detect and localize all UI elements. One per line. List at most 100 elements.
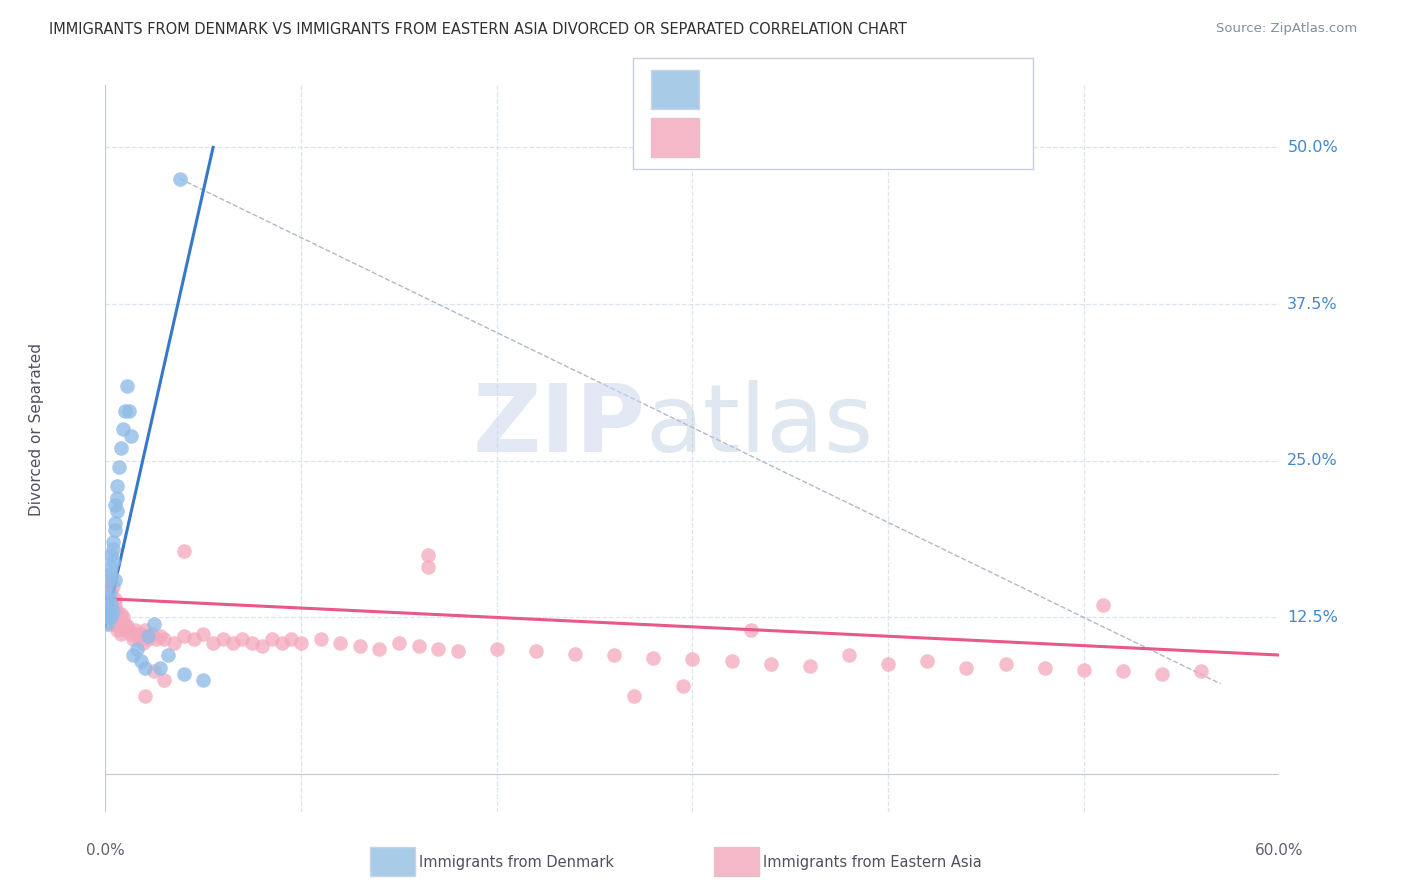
Point — [564, 647, 586, 661]
Text: -0.265: -0.265 — [752, 126, 811, 144]
Point — [157, 648, 180, 662]
Text: Immigrants from Denmark: Immigrants from Denmark — [419, 855, 614, 870]
Point — [759, 657, 782, 671]
Point — [131, 635, 153, 649]
Point — [105, 610, 128, 624]
Point — [105, 604, 128, 618]
Point — [153, 632, 176, 646]
Point — [720, 654, 742, 668]
Text: N =: N = — [815, 126, 852, 144]
Point — [418, 548, 440, 562]
Text: R =: R = — [710, 126, 747, 144]
Point — [96, 604, 118, 618]
Point — [138, 629, 160, 643]
Point — [128, 632, 150, 646]
Point — [103, 535, 125, 549]
Point — [280, 632, 302, 646]
Point — [349, 640, 371, 654]
Point — [98, 582, 121, 596]
Point — [114, 403, 136, 417]
Point — [105, 623, 128, 637]
Point — [115, 378, 138, 392]
Point — [1189, 665, 1212, 679]
Point — [100, 598, 122, 612]
Point — [98, 604, 121, 618]
Point — [524, 644, 547, 658]
Point — [250, 640, 273, 654]
Point — [129, 626, 152, 640]
Point — [96, 573, 118, 587]
Point — [447, 644, 470, 658]
Text: atlas: atlas — [645, 380, 873, 473]
Point — [100, 566, 122, 581]
Point — [100, 610, 122, 624]
Text: 25.0%: 25.0% — [1288, 453, 1339, 468]
Point — [105, 491, 128, 506]
Point — [163, 635, 186, 649]
Point — [110, 442, 132, 456]
Text: Immigrants from Eastern Asia: Immigrants from Eastern Asia — [763, 855, 983, 870]
Point — [143, 665, 166, 679]
Text: R =: R = — [710, 78, 747, 95]
Point — [153, 673, 176, 687]
Point — [485, 641, 508, 656]
Point — [125, 641, 148, 656]
Text: 0.0%: 0.0% — [86, 843, 125, 858]
Point — [98, 573, 121, 587]
Point — [877, 657, 900, 671]
Point — [120, 626, 142, 640]
Point — [134, 623, 156, 637]
Point — [103, 541, 125, 556]
Point — [100, 560, 122, 574]
Point — [112, 610, 135, 624]
Point — [100, 585, 122, 599]
Point — [104, 598, 127, 612]
Point — [129, 654, 152, 668]
Point — [98, 591, 121, 606]
Point — [108, 614, 131, 628]
Point — [418, 560, 440, 574]
Point — [98, 585, 121, 599]
Point — [240, 635, 263, 649]
Point — [740, 623, 762, 637]
Text: Source: ZipAtlas.com: Source: ZipAtlas.com — [1216, 22, 1357, 36]
Point — [408, 640, 430, 654]
Point — [270, 635, 292, 649]
Point — [112, 422, 135, 436]
Point — [143, 616, 166, 631]
Point — [1152, 666, 1174, 681]
Point — [108, 460, 131, 475]
Text: Divorced or Separated: Divorced or Separated — [30, 343, 45, 516]
Point — [114, 623, 136, 637]
Point — [103, 554, 125, 568]
Point — [100, 548, 122, 562]
Point — [231, 632, 253, 646]
Text: 93: 93 — [858, 126, 882, 144]
Point — [799, 659, 821, 673]
Point — [603, 648, 626, 662]
Point — [98, 598, 121, 612]
Point — [100, 610, 122, 624]
Point — [104, 516, 127, 531]
Point — [202, 635, 225, 649]
Text: ZIP: ZIP — [472, 380, 645, 473]
Point — [112, 619, 135, 633]
Point — [96, 610, 118, 624]
Point — [141, 626, 163, 640]
Point — [104, 591, 127, 606]
Point — [104, 523, 127, 537]
Point — [388, 635, 411, 649]
Point — [121, 632, 143, 646]
Point — [221, 635, 243, 649]
Point — [955, 660, 977, 674]
Text: 37.5%: 37.5% — [1288, 296, 1339, 311]
Text: 50.0%: 50.0% — [1288, 140, 1339, 155]
Point — [114, 616, 136, 631]
Point — [138, 632, 160, 646]
Point — [173, 544, 195, 558]
Point — [100, 616, 122, 631]
Point — [173, 666, 195, 681]
Point — [1033, 660, 1056, 674]
Point — [994, 657, 1017, 671]
Point — [103, 604, 125, 618]
